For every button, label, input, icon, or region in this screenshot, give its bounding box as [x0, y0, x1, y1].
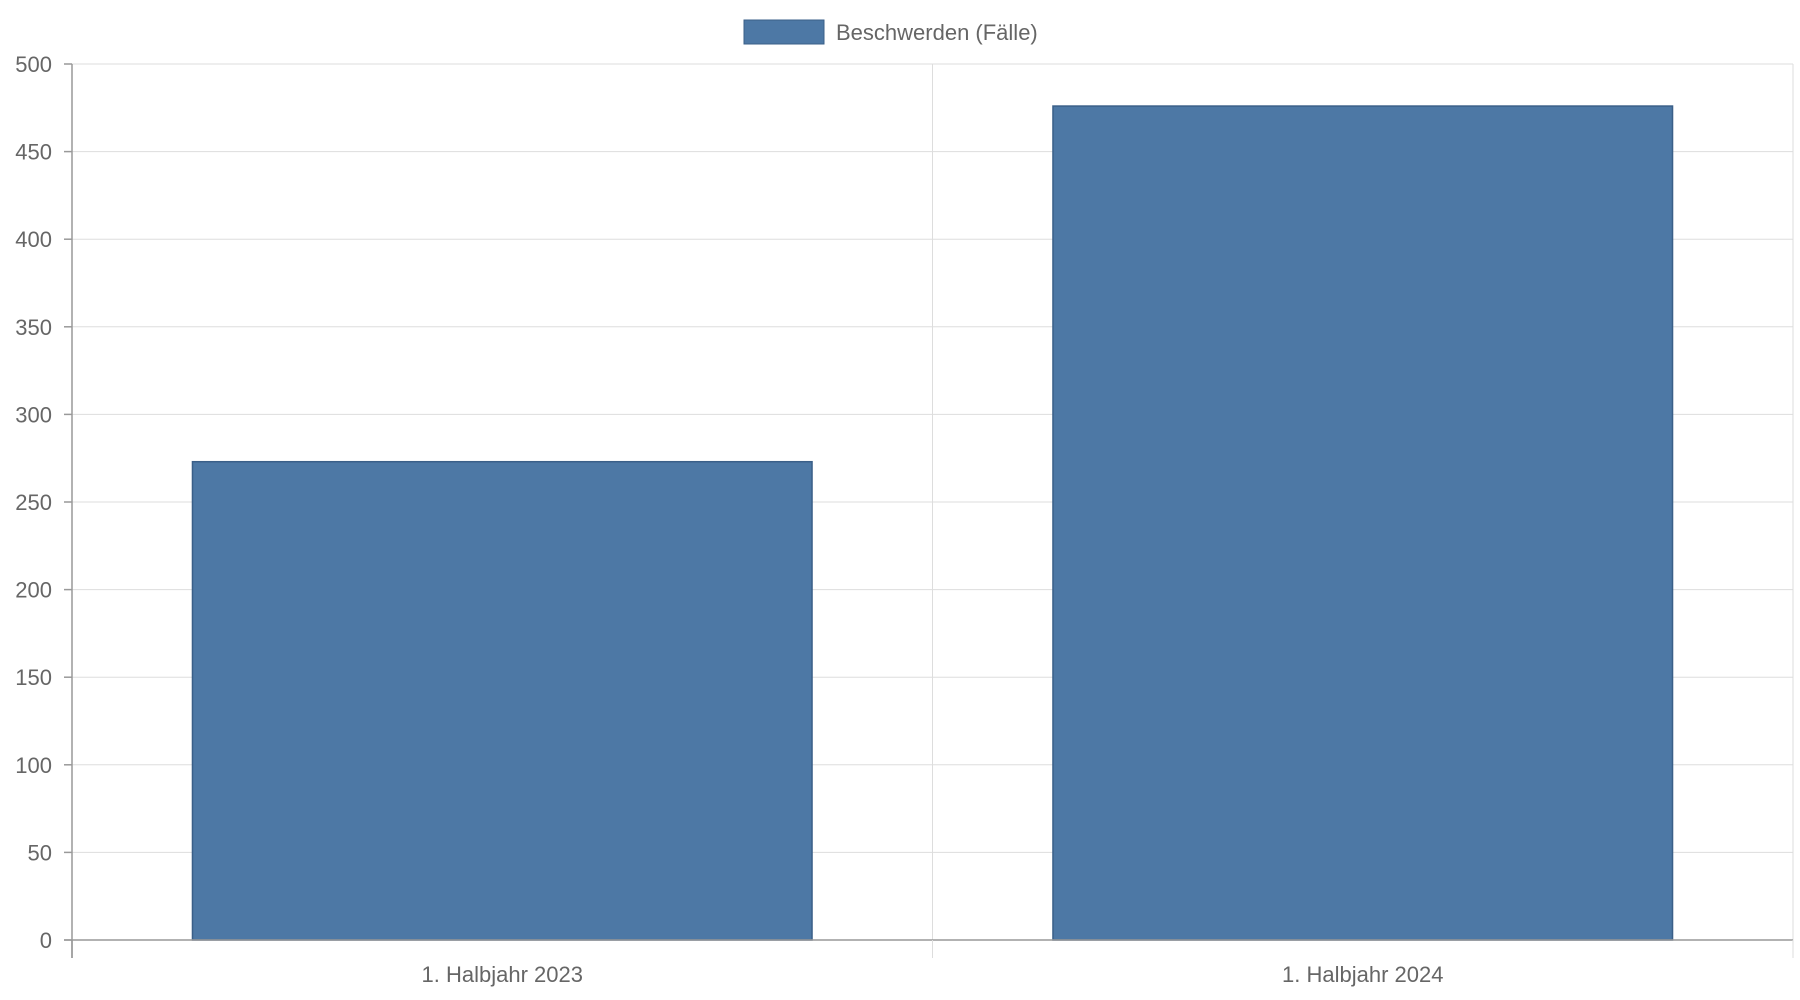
- y-axis-ticks: 0 50 100 150 200 250 300 350 400 450 500: [15, 52, 72, 953]
- y-tick-label: 100: [15, 753, 52, 778]
- bar[interactable]: [1052, 105, 1674, 941]
- bars: [191, 105, 1674, 941]
- y-tick-label: 300: [15, 402, 52, 427]
- y-tick-label: 450: [15, 140, 52, 165]
- x-axis-ticks: 1. Halbjahr 2023 1. Halbjahr 2024: [71, 940, 1794, 987]
- x-tick-label: 1. Halbjahr 2024: [1282, 962, 1443, 987]
- y-tick-label: 150: [15, 665, 52, 690]
- y-tick-label: 500: [15, 52, 52, 77]
- y-tick-label: 400: [15, 227, 52, 252]
- y-tick-label: 0: [40, 928, 52, 953]
- x-tick-label: 1. Halbjahr 2023: [422, 962, 583, 987]
- y-tick-label: 50: [28, 840, 52, 865]
- legend[interactable]: Beschwerden (Fälle): [743, 19, 1038, 45]
- axes: [64, 64, 1793, 958]
- y-tick-label: 350: [15, 315, 52, 340]
- y-tick-label: 250: [15, 490, 52, 515]
- legend-swatch[interactable]: [743, 19, 825, 45]
- bar[interactable]: [191, 460, 813, 941]
- y-tick-label: 200: [15, 578, 52, 603]
- legend-label[interactable]: Beschwerden (Fälle): [836, 20, 1038, 45]
